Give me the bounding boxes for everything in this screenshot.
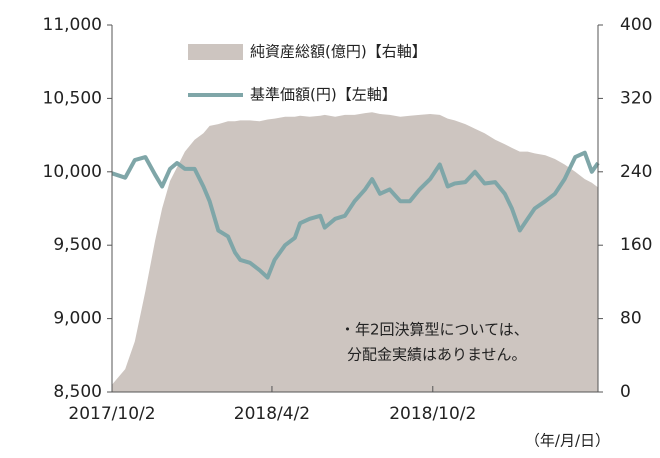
legend-label: 基準価額(円)【左軸】	[250, 86, 397, 104]
y2-tick-label: 0	[620, 382, 631, 402]
x-tick-label: 2017/10/2	[68, 404, 155, 424]
x-tick-label: 2018/4/2	[234, 404, 310, 424]
y-tick-label: 9,500	[53, 235, 102, 255]
y-tick-label: 10,000	[43, 162, 102, 182]
y-tick-label: 9,000	[53, 309, 102, 329]
y2-tick-label: 80	[620, 309, 642, 329]
line	[111, 150, 600, 280]
legend-swatch	[188, 44, 243, 60]
annotation: 分配金実績はありません。	[347, 346, 527, 364]
area	[112, 112, 598, 392]
y-tick-label: 10,500	[43, 88, 102, 108]
plot-area	[111, 112, 600, 392]
y-tick-label: 11,000	[43, 15, 102, 35]
x-axis-label: （年/月/日）	[525, 432, 610, 450]
legend-label: 純資産総額(億円)【右軸】	[250, 43, 427, 61]
y-tick-label: 8,500	[53, 382, 102, 402]
x-tick-label: 2018/10/2	[389, 404, 476, 424]
y2-tick-label: 400	[620, 15, 652, 35]
y2-tick-label: 320	[620, 88, 652, 108]
y2-tick-label: 240	[620, 162, 652, 182]
annotation: ・年2回決算型については、	[340, 321, 529, 339]
y2-tick-label: 160	[620, 235, 652, 255]
